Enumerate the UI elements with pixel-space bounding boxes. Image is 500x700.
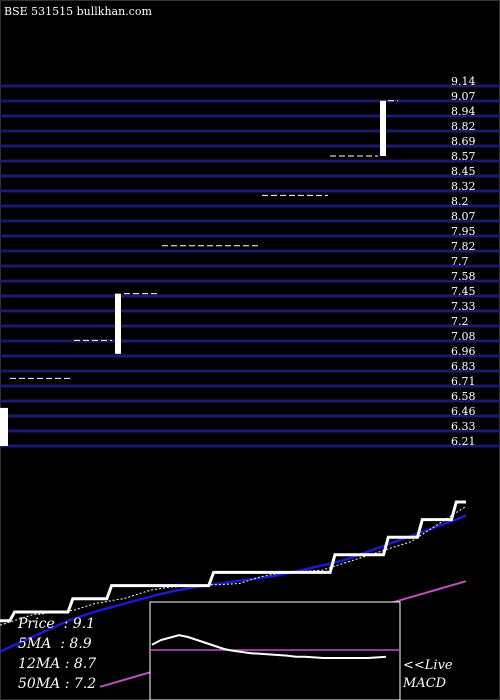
legend-12ma: 12MA : 8.7 (18, 656, 97, 672)
y-tick-label: 8.07 (451, 210, 476, 223)
y-tick-label: 6.46 (451, 405, 476, 418)
y-tick-label: 6.83 (451, 360, 476, 373)
candle-body (380, 100, 386, 157)
y-tick-label: 7.2 (451, 315, 469, 328)
y-tick-label: 7.58 (451, 270, 476, 283)
price-grid (0, 84, 500, 448)
price-line (0, 500, 466, 623)
macd-title: MACD (403, 676, 447, 691)
legend-50ma: 50MA : 7.2 (18, 676, 97, 692)
y-tick-label: 7.7 (451, 255, 469, 268)
y-tick-label: 7.95 (451, 225, 476, 238)
candle-body (115, 293, 121, 354)
y-tick-label: 6.96 (451, 345, 476, 358)
y-tick-label: 8.2 (451, 195, 469, 208)
y-tick-label: 6.58 (451, 390, 476, 403)
y-tick-label: 6.71 (451, 375, 476, 388)
y-tick-label: 7.82 (451, 240, 476, 253)
ma12-line (0, 514, 467, 653)
candles (0, 100, 398, 446)
y-tick-label: 7.33 (451, 300, 476, 313)
y-axis-ticks: 9.14 9.07 8.94 8.82 8.69 8.57 8.45 8.32 8.2 8.07 7… (451, 75, 476, 448)
legend-5ma: 5MA : 8.9 (18, 636, 92, 652)
y-tick-label: 8.69 (451, 135, 476, 148)
y-tick-label: 9.07 (451, 90, 476, 103)
y-tick-label: 6.21 (451, 435, 476, 448)
y-tick-label: 7.45 (451, 285, 476, 298)
y-tick-label: 8.57 (451, 150, 476, 163)
macd-panel (149, 601, 401, 700)
macd-line (151, 634, 387, 659)
y-tick-label: 8.45 (451, 165, 476, 178)
y-tick-label: 8.32 (451, 180, 476, 193)
chart-title: BSE 531515 bullkhan.com (4, 5, 152, 18)
y-tick-label: 9.14 (451, 75, 476, 88)
candle-body (0, 407, 8, 446)
y-tick-label: 7.08 (451, 330, 476, 343)
macd-live-label: <<Live (403, 658, 453, 673)
y-tick-label: 8.94 (451, 105, 476, 118)
macd-box (149, 601, 401, 700)
y-tick-label: 8.82 (451, 120, 476, 133)
legend-price: Price : 9.1 (18, 616, 96, 632)
y-tick-label: 6.33 (451, 420, 476, 433)
